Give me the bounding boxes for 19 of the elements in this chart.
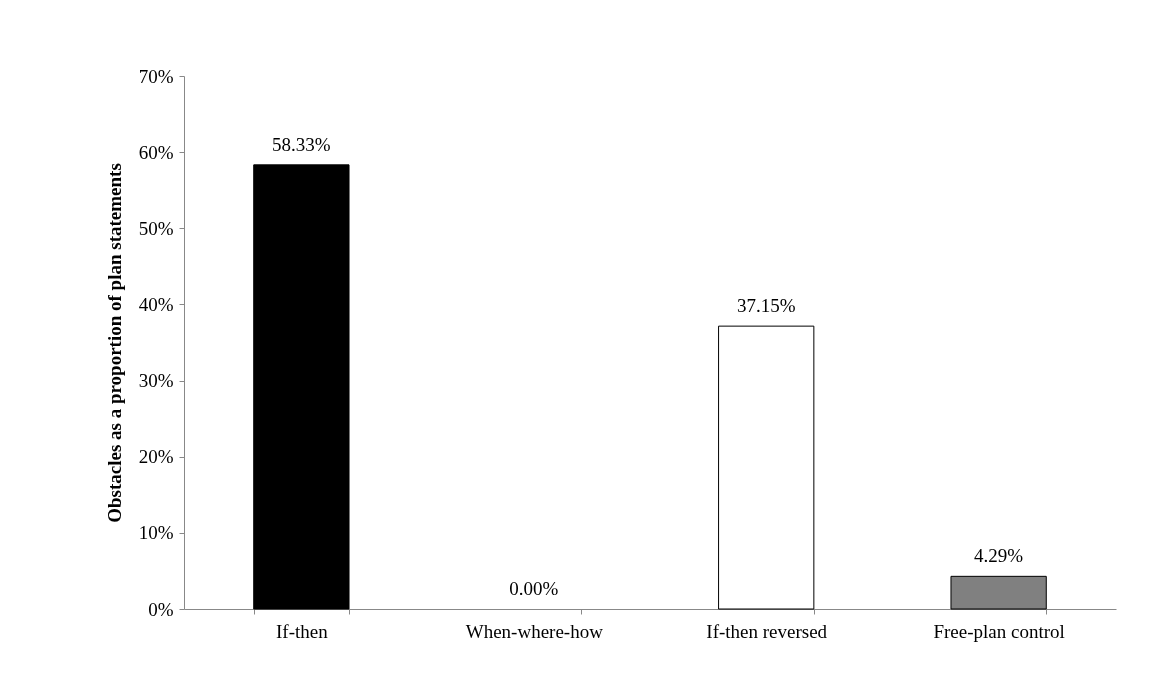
y-tick-label: 40%: [138, 293, 174, 315]
y-tick-label: 0%: [148, 598, 174, 620]
data-label: 4.29%: [974, 545, 1024, 567]
y-tick-label: 50%: [138, 217, 174, 239]
bar: [253, 164, 350, 610]
data-label: 58.33%: [272, 133, 331, 155]
x-tick-label: Free-plan control: [933, 620, 1065, 642]
x-tick-label: When-where-how: [465, 620, 604, 642]
x-tick-label: If-then reversed: [706, 620, 828, 642]
y-tick-label: 70%: [138, 65, 174, 87]
data-label: 0.00%: [509, 578, 559, 599]
bar: [718, 325, 815, 610]
y-tick-label: 10%: [138, 522, 174, 544]
y-tick-label: 20%: [138, 446, 174, 468]
y-tick-label: 30%: [138, 370, 174, 392]
y-axis-title: Obstacles as a proportion of plan statements: [103, 163, 125, 523]
x-tick-label: If-then: [276, 620, 329, 642]
y-tick-label: 60%: [138, 141, 174, 163]
data-label: 37.15%: [736, 295, 796, 317]
